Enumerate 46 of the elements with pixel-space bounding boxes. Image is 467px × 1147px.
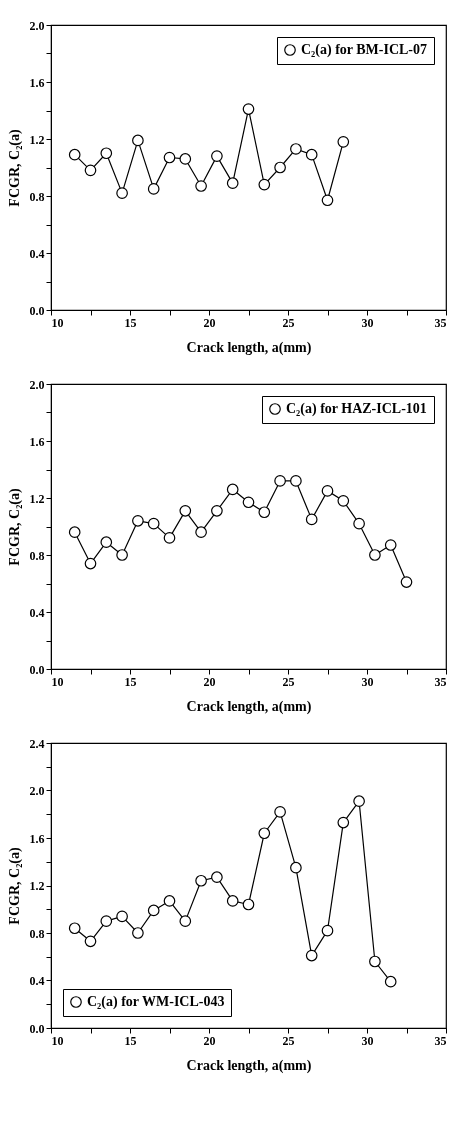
- y-tick-label: 2.0: [29, 18, 45, 33]
- y-tick-label: 2.4: [29, 736, 45, 751]
- x-axis-title: Crack length, a(mm): [186, 698, 312, 715]
- x-tick-label: 30: [361, 315, 374, 330]
- y-axis-title: FCGR, C₂(a): [6, 847, 23, 925]
- y-tick-label: 2.0: [29, 377, 45, 392]
- y-tick-label: 1.6: [29, 75, 45, 90]
- y-tick-label: 0.4: [29, 974, 45, 988]
- y-tick-label: 0.8: [29, 189, 45, 204]
- x-tick-label: 35: [434, 315, 447, 330]
- y-tick-label: 0.4: [29, 605, 45, 620]
- y-tick-label: 1.6: [29, 434, 45, 449]
- y-tick-label: 0.8: [29, 548, 45, 563]
- legend-label: C₂(a) for HAZ-ICL-101: [286, 401, 427, 417]
- y-axis-title: FCGR, C₂(a): [6, 129, 23, 207]
- x-tick-label: 35: [434, 1033, 447, 1048]
- x-tick-label: 20: [203, 674, 216, 689]
- x-tick-label: 25: [282, 674, 295, 689]
- y-tick-label: 0.0: [29, 1021, 45, 1036]
- x-axis-title: Crack length, a(mm): [186, 1057, 312, 1074]
- x-tick-label: 10: [51, 674, 64, 689]
- legend-label: C₂(a) for WM-ICL-043: [87, 994, 225, 1010]
- y-tick-label: 1.2: [29, 132, 45, 147]
- y-tick-label: 1.6: [29, 831, 45, 846]
- x-tick-label: 15: [124, 1033, 137, 1048]
- x-tick-label: 15: [124, 315, 137, 330]
- y-tick-label: 2.0: [29, 784, 45, 798]
- x-tick-label: 25: [282, 315, 295, 330]
- y-tick-label: 1.2: [29, 491, 45, 506]
- x-axis-title: Crack length, a(mm): [186, 339, 312, 356]
- y-tick-label: 0.4: [29, 246, 45, 261]
- x-tick-label: 15: [124, 674, 137, 689]
- x-tick-label: 35: [434, 674, 447, 689]
- y-tick-label: 0.8: [29, 926, 45, 941]
- x-tick-label: 10: [51, 315, 64, 330]
- x-tick-label: 25: [282, 1033, 295, 1048]
- x-tick-label: 20: [203, 1033, 216, 1048]
- y-tick-label: 1.2: [29, 879, 45, 893]
- x-tick-label: 30: [361, 674, 374, 689]
- y-axis-title: FCGR, C₂(a): [6, 488, 23, 566]
- y-tick-label: 0.0: [29, 662, 45, 677]
- legend-label: C₂(a) for BM-ICL-07: [301, 42, 428, 58]
- x-tick-label: 30: [361, 1033, 374, 1048]
- x-tick-label: 10: [51, 1033, 64, 1048]
- x-tick-label: 20: [203, 315, 216, 330]
- y-tick-label: 0.0: [29, 303, 45, 318]
